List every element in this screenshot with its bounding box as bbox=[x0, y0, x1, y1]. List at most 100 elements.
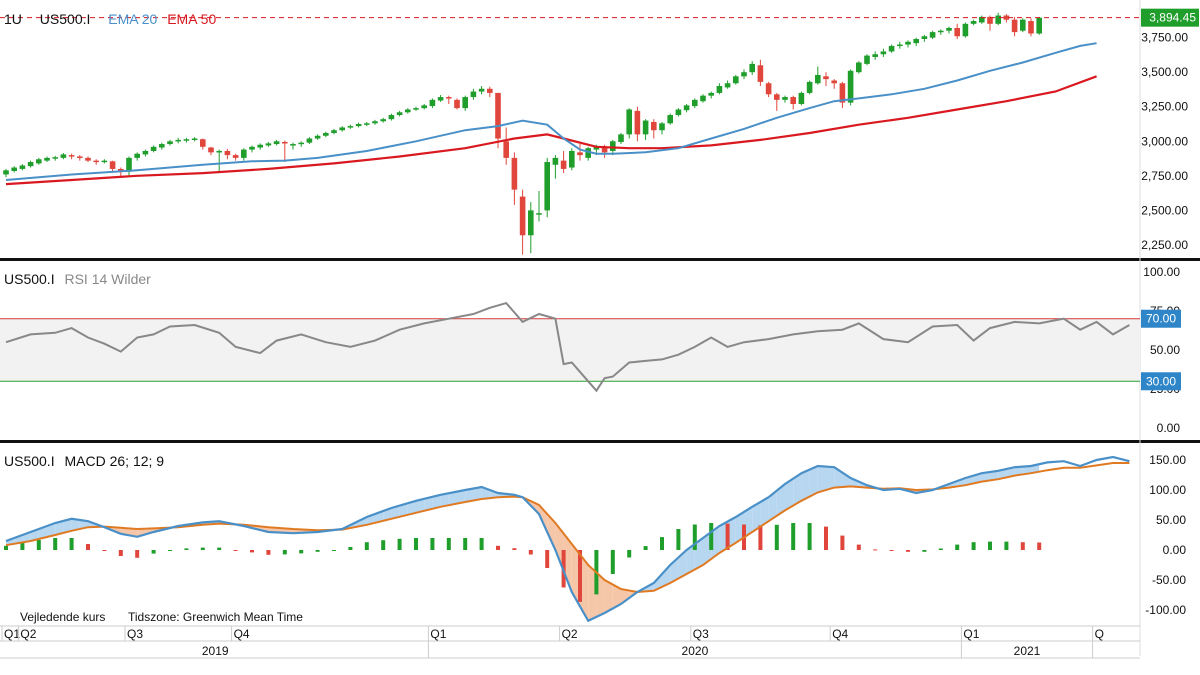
macd-histogram-bar bbox=[479, 538, 484, 550]
macd-fill-segment bbox=[793, 473, 802, 506]
candle-body bbox=[224, 150, 231, 156]
price-tick-label: 2,250.00 bbox=[1141, 238, 1188, 252]
macd-fill bbox=[6, 464, 1040, 621]
macd-histogram-bar bbox=[528, 550, 533, 555]
macd-histogram-bar bbox=[348, 547, 353, 550]
macd-histogram-bar bbox=[430, 538, 435, 550]
candle-body bbox=[27, 162, 34, 167]
candle-body bbox=[1003, 15, 1010, 20]
macd-histogram-bar bbox=[414, 538, 418, 550]
candle-body bbox=[921, 36, 928, 40]
candle-body bbox=[167, 141, 173, 145]
price-tick-label: 3,750.00 bbox=[1141, 31, 1188, 45]
macd-fill-segment bbox=[990, 470, 999, 481]
macd-histogram-bar bbox=[1020, 542, 1025, 550]
macd-fill-segment bbox=[662, 565, 671, 587]
candle-body bbox=[298, 142, 304, 145]
candle-body bbox=[618, 134, 624, 142]
macd-fill-segment bbox=[407, 500, 416, 515]
macd-histogram-bar bbox=[889, 550, 894, 551]
candle-body bbox=[372, 121, 378, 124]
macd-fill-segment bbox=[776, 484, 785, 516]
candle-body bbox=[405, 109, 411, 113]
legend-macd: US500.I MACD 26; 12; 9 bbox=[4, 453, 164, 469]
candle-body bbox=[421, 105, 427, 109]
candle-body bbox=[282, 141, 288, 144]
macd-fill-segment bbox=[14, 535, 23, 544]
candle-body bbox=[897, 44, 903, 47]
macd-fill-segment bbox=[653, 574, 662, 591]
macd-histogram-bar bbox=[69, 538, 74, 550]
macd-fill-segment bbox=[719, 521, 728, 553]
macd-fill-segment bbox=[744, 506, 753, 538]
macd-histogram-bar bbox=[266, 550, 271, 555]
candle-body bbox=[659, 123, 665, 131]
quarter-label: Q2 bbox=[20, 627, 36, 641]
macd-fill-segment bbox=[850, 478, 859, 487]
candle-body bbox=[847, 70, 854, 103]
panel-divider[interactable] bbox=[0, 258, 1200, 261]
quarter-label: Q1 bbox=[430, 627, 446, 641]
macd-histogram-bar bbox=[856, 544, 861, 550]
macd-histogram-bar bbox=[151, 550, 156, 554]
quarter-label: Q1 bbox=[963, 627, 979, 641]
panel-divider[interactable] bbox=[0, 440, 1200, 443]
price-type-label: Vejledende kurs bbox=[20, 610, 105, 624]
candle-body bbox=[560, 160, 567, 169]
year-label: 2021 bbox=[1014, 644, 1041, 658]
macd-histogram-bar bbox=[315, 550, 320, 552]
macd-fill-segment bbox=[432, 494, 441, 509]
macd-histogram-bar bbox=[840, 535, 845, 550]
candle-body bbox=[183, 139, 190, 141]
candle-body bbox=[191, 138, 198, 141]
price-tick-label: 3,500.00 bbox=[1141, 65, 1188, 79]
macd-tick-label: 50.00 bbox=[1156, 513, 1186, 527]
macd-histogram-bar bbox=[971, 542, 976, 550]
quarter-label: Q1 bbox=[4, 627, 20, 641]
macd-histogram-bar bbox=[1004, 541, 1009, 550]
macd-fill-segment bbox=[711, 526, 720, 559]
rsi-upper-badge-label: 70.00 bbox=[1146, 312, 1176, 326]
macd-fill-segment bbox=[71, 518, 80, 531]
rsi-band bbox=[0, 318, 1140, 382]
candle-body bbox=[232, 155, 239, 158]
quarter-label: Q2 bbox=[562, 627, 578, 641]
macd-histogram-bar bbox=[446, 538, 451, 550]
price-tick-label: 3,000.00 bbox=[1141, 134, 1188, 148]
macd-histogram-bar bbox=[709, 523, 714, 550]
candle-body bbox=[437, 97, 444, 101]
macd-fill-segment bbox=[998, 469, 1007, 480]
candle-body bbox=[93, 160, 99, 163]
macd-histogram-bar bbox=[53, 538, 58, 550]
candle-body bbox=[864, 55, 870, 64]
macd-histogram-bar bbox=[725, 523, 730, 550]
ema50-line bbox=[5, 75, 1097, 186]
candle-body bbox=[323, 133, 329, 136]
rsi-tick-label: 50.00 bbox=[1150, 343, 1180, 357]
macd-histogram-bar bbox=[299, 550, 304, 554]
last-price-label: 3,894.45 bbox=[1149, 11, 1196, 25]
legend-rsi: US500.I RSI 14 Wilder bbox=[4, 271, 151, 287]
candle-body bbox=[126, 157, 132, 172]
macd-histogram-bar bbox=[955, 544, 960, 550]
legend-price: 1U US500.I EMA 20 EMA 50 bbox=[4, 11, 216, 27]
macd-histogram-bar bbox=[184, 548, 189, 550]
macd-histogram-bar bbox=[791, 523, 796, 550]
macd-fill-segment bbox=[768, 490, 777, 522]
macd-histogram-bar bbox=[102, 550, 107, 551]
macd-fill-segment bbox=[826, 466, 835, 490]
macd-fill-segment bbox=[63, 518, 72, 533]
candle-body bbox=[519, 196, 526, 236]
candle-body bbox=[331, 130, 337, 133]
candle-body bbox=[528, 210, 534, 236]
macd-fill-segment bbox=[612, 584, 621, 609]
quarter-label: Q3 bbox=[127, 627, 143, 641]
candle-body bbox=[856, 62, 862, 73]
candle-body bbox=[839, 83, 846, 103]
rsi-line bbox=[5, 301, 1130, 393]
candle-body bbox=[987, 16, 993, 24]
candle-body bbox=[872, 54, 878, 57]
